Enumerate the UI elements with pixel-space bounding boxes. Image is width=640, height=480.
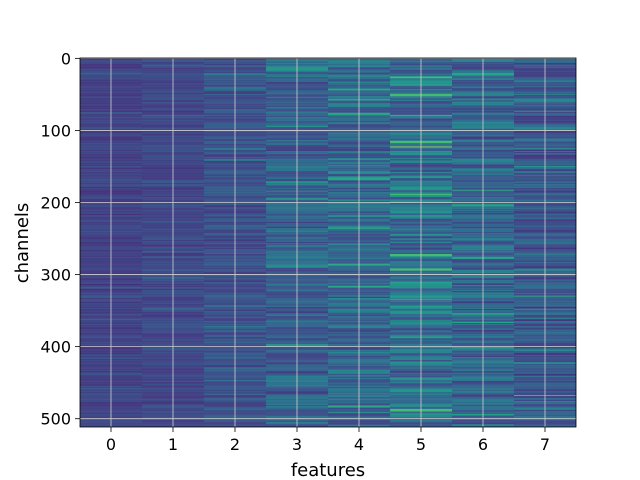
y-axis-ticks: 0 100 200 300 400 500 (40, 49, 80, 429)
x-tick-label: 2 (230, 435, 240, 454)
y-tick-label: 200 (40, 194, 71, 213)
x-tick-label: 7 (540, 435, 550, 454)
y-tick-label: 0 (61, 49, 71, 68)
y-tick-label: 300 (40, 266, 71, 285)
grid-lines (80, 57, 576, 427)
plot-frame (79, 57, 577, 428)
x-tick-label: 3 (292, 435, 302, 454)
x-tick-label: 6 (478, 435, 488, 454)
heatmap-cells (80, 58, 576, 427)
x-axis-label: features (291, 460, 365, 480)
y-axis-label: channels (12, 203, 33, 284)
x-axis-ticks: 0 1 2 3 4 5 6 7 (106, 427, 550, 454)
x-tick-label: 5 (416, 435, 426, 454)
y-tick-label: 500 (40, 410, 71, 429)
x-tick-label: 0 (106, 435, 116, 454)
x-tick-label: 4 (354, 435, 364, 454)
y-tick-label: 400 (40, 338, 71, 357)
y-tick-label: 100 (40, 121, 71, 140)
x-tick-label: 1 (168, 435, 178, 454)
